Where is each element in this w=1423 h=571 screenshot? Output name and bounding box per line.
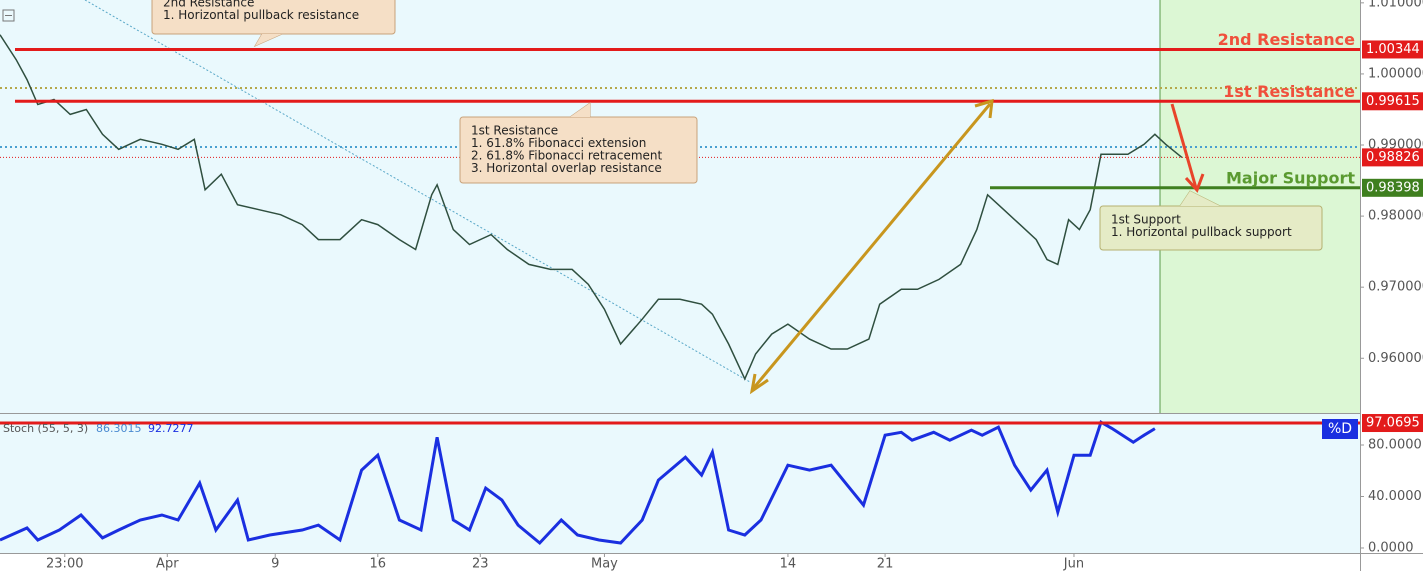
price-tag-label: 0.98826 (1366, 150, 1420, 165)
x-tick-label: May (591, 557, 618, 571)
d-tag (1322, 419, 1358, 439)
level-label: 1st Resistance (1223, 82, 1355, 101)
price-line (0, 34, 1183, 381)
price-tag-label: 0.99615 (1366, 94, 1420, 109)
callout-joint (1180, 191, 1220, 206)
legend-value: 92.7277 (148, 422, 194, 435)
callout-text: 1st Resistance (471, 124, 558, 138)
callout-text: 3. Horizontal overlap resistance (471, 161, 662, 175)
y-tick-label: 1.000000 (1368, 66, 1423, 81)
x-tick-label: 23 (472, 557, 489, 571)
price-tag (1362, 40, 1423, 59)
d-tag-label: %D (1328, 421, 1352, 437)
price-line (0, 419, 1156, 546)
x-tick-label: 16 (370, 557, 387, 571)
arrow-head (974, 98, 994, 119)
price-tag (1362, 92, 1423, 111)
price-tag-label: 1.00344 (1366, 42, 1420, 57)
x-tick-label: 23:00 (46, 557, 83, 571)
price-tag (1362, 178, 1423, 197)
plot-background (0, 0, 1360, 553)
callout-joint (570, 103, 590, 117)
callout-text: 1. Horizontal pullback resistance (163, 8, 359, 22)
y-tick-label: 0.0000 (1368, 540, 1414, 555)
y-tick-label: 1.010000 (1368, 0, 1423, 10)
x-tick-label: 9 (271, 557, 279, 571)
arrow-head (1184, 173, 1205, 193)
forecast-arrow (1170, 103, 1198, 189)
arrow-tail (749, 373, 769, 395)
x-tick-label: 14 (780, 557, 797, 571)
x-tick-label: Apr (156, 557, 179, 571)
x-tick-label: Jun (1063, 557, 1084, 571)
stoch-tag-label: 97.0695 (1366, 416, 1420, 431)
callout-text: 2. 61.8% Fibonacci retracement (471, 149, 663, 163)
level-label: Major Support (1226, 168, 1355, 187)
callout-text: 1. Horizontal pullback support (1111, 225, 1292, 239)
stoch-tag (1362, 414, 1423, 433)
price-tag-label: 0.98398 (1366, 180, 1420, 195)
price-tag (1362, 148, 1423, 167)
indicator-title: Stoch (55, 5, 3) (3, 422, 88, 435)
callout-text: 1. 61.8% Fibonacci extension (471, 136, 646, 150)
projection-arrow (750, 103, 992, 391)
collapse-icon[interactable] (2, 9, 15, 22)
arrows (749, 98, 1205, 395)
callout-text: 2nd Resistance (163, 0, 254, 10)
y-tick-label: 80.0000 (1368, 437, 1422, 452)
x-tick-label: 21 (877, 557, 894, 571)
callout-joint (255, 34, 282, 46)
legend-value: 86.3015 (96, 422, 142, 435)
y-tick-label: 40.0000 (1368, 489, 1422, 504)
callout-text: 1st Support (1111, 213, 1181, 227)
level-label: 2nd Resistance (1218, 30, 1356, 49)
